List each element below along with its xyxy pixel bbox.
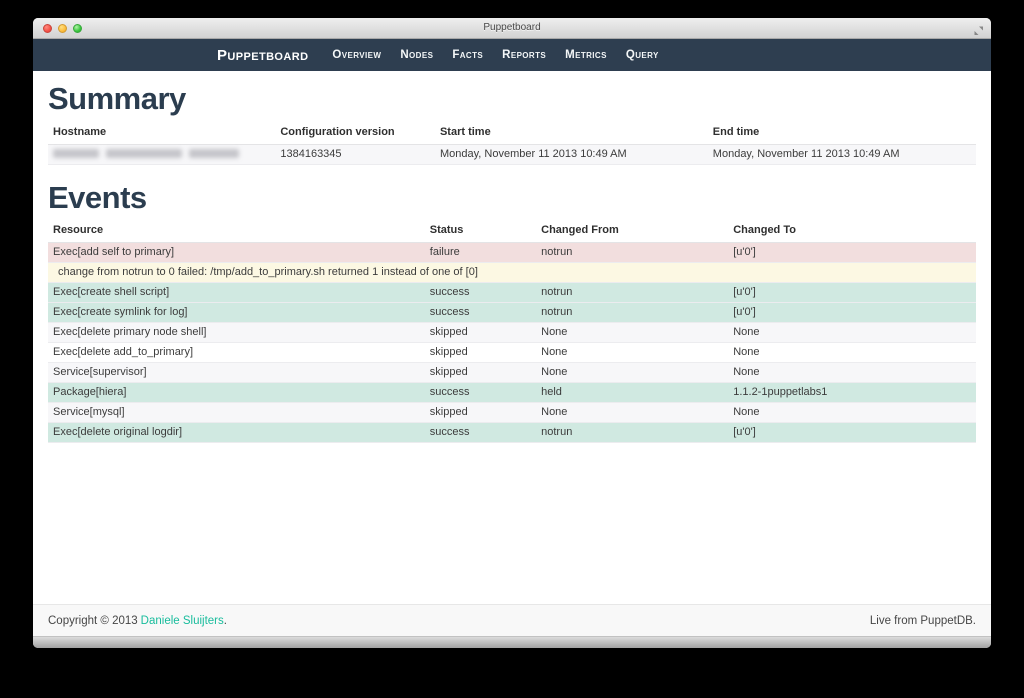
event-resource: Exec[delete primary node shell] (48, 322, 425, 344)
events-col-resource: Resource (48, 219, 425, 244)
nav-item-overview[interactable]: Overview (332, 49, 382, 61)
event-changed-to: None (728, 342, 976, 364)
nav-item-query[interactable]: Query (625, 49, 659, 61)
event-status: success (424, 382, 537, 404)
event-row: Exec[delete primary node shell] skipped No… (48, 322, 976, 344)
event-status: failure (424, 242, 537, 264)
event-changed-from: None (536, 322, 729, 344)
event-changed-from: notrun (536, 282, 729, 304)
main-content: Summary Hostname Configuration version S… (33, 71, 991, 604)
navbar-brand[interactable]: Puppetboard (217, 46, 309, 64)
summary-start-time: Monday, November 11 2013 10:49 AM (434, 144, 708, 165)
footer-copyright: Copyright © 2013 Daniele Sluijters. (48, 615, 227, 627)
copyright-text: Copyright © 2013 (48, 614, 138, 627)
summary-col-start-time: Start time (434, 120, 708, 145)
event-resource: Service[supervisor] (48, 362, 425, 384)
event-resource: Exec[create symlink for log] (48, 302, 425, 324)
event-changed-to: None (728, 322, 976, 344)
close-button[interactable] (43, 24, 52, 33)
summary-table: Hostname Configuration version Start tim… (48, 120, 976, 165)
window-controls (43, 24, 82, 33)
event-row: Exec[create shell script] success notrun [u… (48, 282, 976, 304)
event-changed-to: [u'0'] (728, 282, 976, 304)
event-resource: Exec[create shell script] (48, 282, 425, 304)
redacted-text-blob (53, 149, 99, 159)
event-status: skipped (424, 342, 537, 364)
event-resource: Exec[delete add_to_primary] (48, 342, 425, 364)
window-titlebar[interactable]: Puppetboard (33, 18, 991, 39)
event-status: success (424, 282, 537, 304)
summary-col-hostname: Hostname (48, 120, 276, 145)
events-table-body: Exec[add self to primary] failure notrun [u… (48, 242, 976, 444)
zoom-button[interactable] (73, 24, 82, 33)
window-title: Puppetboard (483, 22, 541, 33)
summary-hostname-redacted (48, 144, 276, 165)
event-resource: Service[mysql] (48, 402, 425, 424)
summary-header-row: Hostname Configuration version Start tim… (48, 120, 976, 145)
summary-end-time: Monday, November 11 2013 10:49 AM (707, 144, 976, 165)
event-changed-from: None (536, 402, 729, 424)
redacted-text-blob (106, 149, 182, 159)
event-row: Exec[add self to primary] failure notrun [u… (48, 242, 976, 264)
events-col-changed-to: Changed To (728, 219, 976, 244)
footer-status: Live from PuppetDB. (869, 614, 976, 627)
event-resource: Exec[add self to primary] (48, 242, 425, 264)
resize-icon[interactable] (974, 23, 984, 41)
navbar-menu: Overview Nodes Facts Reports Metrics Que… (332, 49, 677, 61)
event-changed-to: 1.1.2-1puppetlabs1 (728, 382, 976, 404)
event-row: Exec[create symlink for log] success notru… (48, 302, 976, 324)
event-row: Service[supervisor] skipped None None (48, 362, 976, 384)
summary-config-version: 1384163345 (275, 144, 435, 165)
event-row: Exec[delete add_to_primary] skipped None No… (48, 342, 976, 364)
event-status: skipped (424, 402, 537, 424)
event-status: skipped (424, 322, 537, 344)
events-heading: Events (48, 179, 147, 215)
summary-heading: Summary (48, 81, 186, 116)
event-changed-from: None (536, 342, 729, 364)
event-changed-to: [u'0'] (728, 242, 976, 264)
summary-col-config-version: Configuration version (275, 120, 435, 145)
event-message: change from notrun to 0 failed: /tmp/add… (48, 262, 976, 284)
event-row: Package[hiera] success held 1.1.2-1puppetla… (48, 382, 976, 404)
event-resource: Exec[delete original logdir] (48, 422, 425, 444)
event-changed-from: held (536, 382, 729, 404)
event-changed-from: notrun (536, 302, 729, 324)
nav-item-nodes[interactable]: Nodes (400, 49, 434, 61)
event-changed-to: None (728, 362, 976, 384)
navbar: Puppetboard Overview Nodes Facts Reports… (33, 39, 991, 71)
events-col-changed-from: Changed From (536, 219, 729, 244)
event-changed-from: None (536, 362, 729, 384)
nav-item-facts[interactable]: Facts (452, 49, 484, 61)
author-link[interactable]: Daniele Sluijters (140, 614, 224, 627)
redacted-text-blob (189, 149, 239, 159)
event-resource: Package[hiera] (48, 382, 425, 404)
nav-item-metrics[interactable]: Metrics (565, 49, 607, 61)
window-bottom-edge (33, 636, 991, 648)
event-status: skipped (424, 362, 537, 384)
summary-row: 1384163345 Monday, November 11 2013 10:4… (48, 144, 976, 165)
events-table: Resource Status Changed From Changed To … (48, 219, 976, 444)
event-changed-to: [u'0'] (728, 422, 976, 444)
event-changed-to: None (728, 402, 976, 424)
event-changed-from: notrun (536, 242, 729, 264)
event-status: success (424, 422, 537, 444)
nav-item-reports[interactable]: Reports (502, 49, 547, 61)
minimize-button[interactable] (58, 24, 67, 33)
event-changed-from: notrun (536, 422, 729, 444)
events-header-row: Resource Status Changed From Changed To (48, 219, 976, 244)
event-row: Service[mysql] skipped None None (48, 402, 976, 424)
app-window: Puppetboard Puppetboard Overview Nodes F… (33, 18, 991, 648)
event-row: Exec[delete original logdir] success notru… (48, 422, 976, 444)
copyright-period: . (223, 614, 227, 627)
event-changed-to: [u'0'] (728, 302, 976, 324)
event-message-row: change from notrun to 0 failed: /tmp/add… (48, 262, 976, 284)
event-status: success (424, 302, 537, 324)
footer: Copyright © 2013 Daniele Sluijters. Live … (33, 604, 991, 636)
events-col-status: Status (424, 219, 537, 244)
summary-col-end-time: End time (707, 120, 976, 145)
